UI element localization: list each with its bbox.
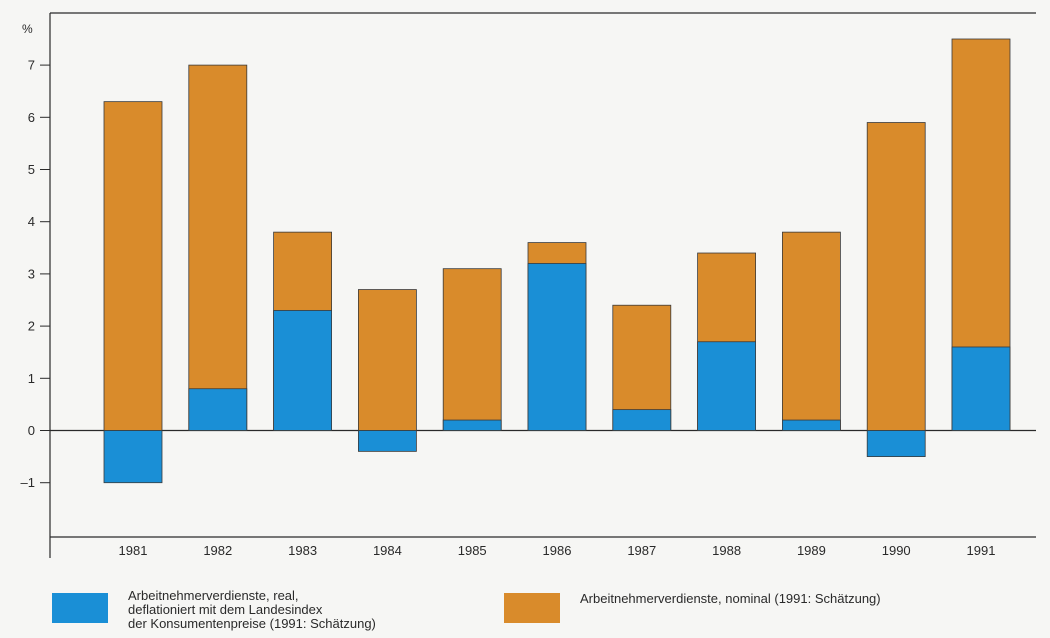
y-tick-label: 2 (28, 319, 35, 334)
y-tick-label: 5 (28, 162, 35, 177)
y-axis-unit-label: % (22, 22, 33, 36)
bar-nominal-1981 (103, 101, 163, 431)
bar-real-1988 (697, 341, 756, 431)
bar-nominal-1984 (357, 289, 417, 431)
x-tick-label-1982: 1982 (203, 543, 232, 558)
x-tick-label-1990: 1990 (882, 543, 911, 558)
y-tick-label: 1 (28, 371, 35, 386)
legend: Arbeitnehmerverdienste, real, deflationi… (0, 588, 1050, 638)
bar-real-1987 (612, 409, 672, 431)
legend-label-nominal: Arbeitnehmerverdienste, nominal (1991: S… (580, 591, 881, 606)
x-tick-label-1987: 1987 (627, 543, 656, 558)
bar-real-1986 (527, 263, 587, 431)
bar-real-1984 (357, 430, 417, 452)
y-tick-label: 7 (28, 58, 35, 73)
x-tick-label-1988: 1988 (712, 543, 741, 558)
x-tick-label-1983: 1983 (288, 543, 317, 558)
x-tick-label-1991: 1991 (967, 543, 996, 558)
x-tick-label-1985: 1985 (458, 543, 487, 558)
x-tick-label-1989: 1989 (797, 543, 826, 558)
bar-real-1989 (782, 419, 841, 431)
bar-nominal-1989 (782, 231, 841, 431)
x-tick-label-1984: 1984 (373, 543, 402, 558)
y-tick-label: 4 (28, 214, 35, 229)
bar-real-1991 (951, 346, 1011, 431)
bar-nominal-1990 (866, 122, 926, 431)
bar-real-1982 (188, 388, 248, 431)
bar-real-1990 (866, 430, 926, 458)
bar-real-1983 (273, 310, 333, 431)
x-tick-label-1981: 1981 (119, 543, 148, 558)
y-tick-label: 6 (28, 110, 35, 125)
legend-label-real: Arbeitnehmerverdienste, real, deflationi… (128, 588, 376, 631)
bar-real-1985 (442, 419, 502, 431)
y-tick-label: 3 (28, 266, 35, 281)
bar-nominal-1982 (188, 64, 248, 431)
chart-plot: % 7 6 5 4 3 2 1 0 –1 1981 1982 1983 1984 1985 1986 1987 1… (21, 12, 1036, 558)
legend-swatch-nominal (504, 593, 560, 623)
bar-nominal-1985 (442, 268, 502, 431)
y-tick-label: 0 (28, 423, 35, 438)
legend-swatch-real (52, 593, 108, 623)
x-tick-label-1986: 1986 (543, 543, 572, 558)
bar-real-1981 (103, 430, 163, 484)
y-tick-label: –1 (21, 475, 35, 490)
